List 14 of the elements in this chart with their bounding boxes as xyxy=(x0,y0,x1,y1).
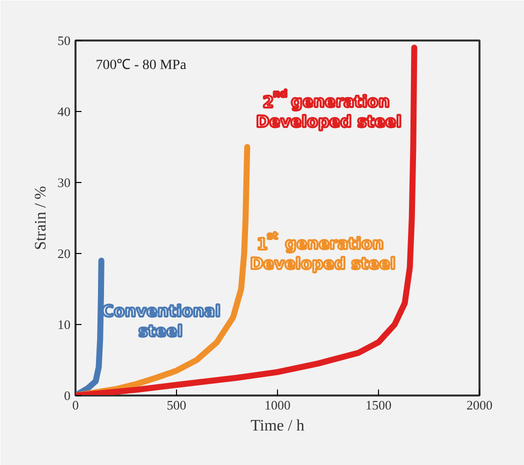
y-tick-label: 0 xyxy=(64,388,70,403)
y-tick-label: 50 xyxy=(58,33,70,48)
y-tick-label: 30 xyxy=(58,175,70,190)
x-axis-title: Time / h xyxy=(250,418,304,434)
annotation: 700℃ - 80 MPa xyxy=(96,58,188,73)
y-axis-title: Strain / % xyxy=(32,186,50,250)
x-tick-label: 2000 xyxy=(466,398,492,412)
y-tick-label: 10 xyxy=(58,317,70,332)
x-tick-label: 500 xyxy=(166,398,186,412)
x-tick-label: 1000 xyxy=(264,398,290,412)
series-label: Conventional steel xyxy=(102,301,221,340)
y-tick-label: 40 xyxy=(58,104,70,119)
y-tick-label: 20 xyxy=(58,246,70,261)
x-tick-label: 1500 xyxy=(366,398,392,412)
